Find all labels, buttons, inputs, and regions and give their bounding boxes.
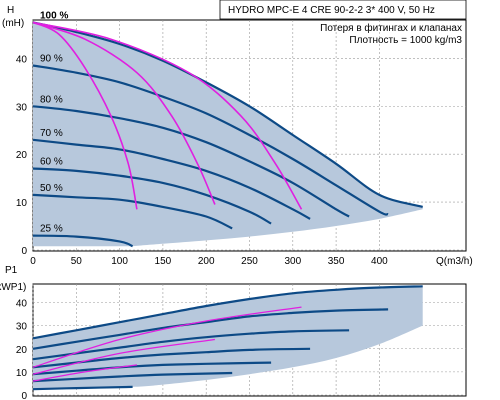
power-system-curve-1	[32, 338, 215, 375]
head-tick-label: 0	[21, 246, 27, 257]
head-operating-area-fill	[33, 22, 423, 247]
flow-tick-label: 0	[30, 256, 36, 267]
head-operating-area	[33, 22, 423, 247]
flow-tick-label: 200	[198, 256, 215, 267]
head-tick-label: 20	[16, 150, 28, 161]
flow-tick-label: 400	[371, 256, 388, 267]
power-curve-5	[32, 371, 233, 383]
flow-tick-label: 100	[111, 256, 128, 267]
power-axis-ticks: 0 10 20 30 40	[16, 299, 28, 400]
head-speed-curves	[32, 21, 423, 248]
head-system-curve-1	[32, 21, 216, 205]
power-curve-2	[32, 329, 350, 361]
flow-tick-label: 250	[241, 256, 258, 267]
head-tick-label: 10	[16, 198, 28, 209]
flow-tick-label: 150	[155, 256, 172, 267]
power-tick-label: 10	[16, 368, 28, 379]
head-axis-unit: (mH)	[2, 18, 24, 29]
power-axis-unit: (kWP1)	[0, 282, 26, 293]
head-curve-4	[32, 167, 272, 225]
power-speed-curves	[32, 285, 423, 391]
speed-label: 60 %	[40, 157, 63, 168]
head-axis-ticks: 0 50 100 150 200 250 300 350 400 0 10 20 30 40	[16, 54, 388, 267]
info-note-density: Плотность = 1000 kg/m3	[349, 35, 462, 46]
speed-label: 25 %	[40, 224, 63, 235]
power-tick-label: 40	[16, 299, 28, 310]
head-curve-2	[32, 105, 350, 218]
power-system-curve-2	[32, 364, 137, 382]
speed-label: 70 %	[40, 128, 63, 139]
power-curve-4	[32, 361, 272, 376]
power-curve-6	[32, 385, 133, 391]
power-tick-label: 0	[21, 391, 27, 400]
speed-label: 90 %	[40, 54, 63, 65]
power-curve-1	[32, 308, 389, 350]
title-box	[219, 0, 467, 20]
head-curve-1	[32, 64, 389, 216]
head-system-curve-2	[32, 21, 303, 210]
flow-tick-label: 300	[284, 256, 301, 267]
flow-tick-label: 50	[71, 256, 83, 267]
power-system-curves	[32, 306, 302, 382]
head-tick-label: 30	[16, 102, 28, 113]
head-system-curve-0	[32, 21, 138, 210]
head-axis-label: H	[7, 5, 14, 16]
head-curve-6	[32, 234, 134, 248]
power-axis-label: P1	[5, 265, 18, 276]
flow-axis-label: Q(m3/h)	[436, 256, 473, 267]
speed-labels: 100 % 90 % 80 % 70 % 60 % 50 % 25 %	[40, 10, 68, 234]
flow-tick-label: 350	[328, 256, 345, 267]
power-tick-label: 20	[16, 345, 28, 356]
head-tick-label: 40	[16, 54, 28, 65]
speed-label: 100 %	[40, 10, 68, 21]
chart-title: HYDRO MPC-E 4 CRE 90-2-2 3* 400 V, 50 Hz	[228, 5, 435, 16]
speed-label: 50 %	[40, 183, 63, 194]
head-curve-5	[32, 193, 233, 230]
speed-label: 80 %	[40, 94, 63, 105]
power-system-curve-0	[32, 306, 302, 368]
head-curve-3	[32, 138, 311, 220]
power-curve-0	[32, 285, 423, 340]
power-tick-label: 30	[16, 322, 28, 333]
info-note-fittings: Потеря в фитингах и клапанах	[320, 22, 462, 34]
head-system-curves	[32, 21, 303, 210]
head-curve-0	[32, 21, 423, 208]
